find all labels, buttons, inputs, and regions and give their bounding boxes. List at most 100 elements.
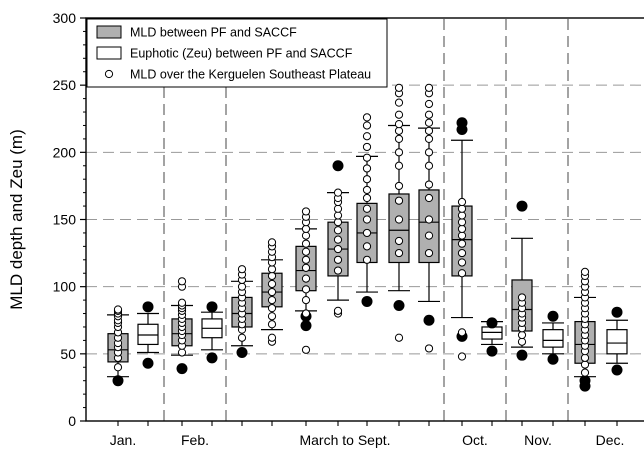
plateau-point: [394, 148, 404, 157]
plateau-point: [267, 238, 277, 247]
plateau-point: [301, 255, 311, 264]
plateau-point: [333, 218, 343, 227]
plateau-point: [333, 244, 343, 254]
plateau-point: [301, 239, 311, 248]
plateau-point: [362, 204, 372, 213]
box-mld: [418, 127, 440, 326]
plateau-point: [267, 287, 277, 297]
plateau-point: [333, 226, 343, 235]
plateau-point: [362, 132, 372, 141]
plateau-point: [394, 110, 404, 119]
y-tick-label: 50: [60, 346, 76, 362]
box-zeu: [542, 310, 564, 365]
outlier-point: [236, 346, 248, 358]
x-period-label: Jan.: [110, 432, 136, 448]
plateau-point: [394, 181, 404, 191]
outlier-point: [547, 310, 559, 322]
plateau-point: [267, 279, 277, 289]
box-zeu: [137, 301, 159, 369]
outlier-point: [423, 314, 435, 326]
plateau-point: [424, 99, 434, 109]
plateau-point: [301, 231, 311, 240]
plateau-point: [424, 134, 434, 143]
plateau-point: [424, 193, 434, 203]
plateau-point: [457, 197, 467, 207]
legend-swatch: [96, 25, 122, 39]
outlier-point: [142, 301, 154, 313]
y-axis: 0 50 100 150 200 250 300: [53, 10, 86, 429]
x-period-label: Oct.: [462, 432, 488, 448]
plateau-point: [333, 235, 343, 244]
outlier-point: [361, 295, 373, 307]
plateau-point: [267, 296, 277, 305]
outlier-point: [332, 160, 344, 172]
plateau-point: [301, 309, 311, 318]
plateau-point: [301, 345, 311, 354]
outlier-point: [176, 363, 188, 375]
y-tick-label: 300: [53, 10, 77, 26]
plateau-point: [333, 211, 343, 220]
plateau-point: [394, 83, 404, 92]
plateau-point: [424, 215, 434, 224]
plateau-point: [362, 121, 372, 130]
plateau-point: [394, 120, 404, 129]
plateau-point: [333, 255, 343, 264]
plateau-point: [580, 353, 590, 362]
y-tick-label: 250: [53, 77, 77, 93]
plateau-point: [333, 306, 343, 315]
outlier-point: [393, 299, 405, 311]
plateau-point: [362, 175, 372, 184]
plateau-point: [424, 126, 434, 135]
outlier-point: [486, 345, 498, 357]
outlier-point: [611, 306, 623, 318]
box-iqr: [481, 326, 503, 340]
plateau-point: [301, 224, 311, 234]
plateau-point: [457, 204, 467, 213]
plateau-point: [267, 304, 277, 313]
plateau-point: [457, 218, 467, 227]
plateau-point: [301, 285, 311, 294]
plateau-point: [362, 164, 372, 173]
plateau-point: [394, 248, 404, 258]
outlier-point: [516, 349, 528, 361]
x-period-label: March to Sept.: [299, 432, 390, 448]
plateau-point: [362, 185, 372, 195]
plateau-point: [424, 231, 434, 240]
plateau-point: [362, 215, 372, 224]
x-period-label: Feb.: [181, 432, 209, 448]
plateau-point: [424, 180, 434, 189]
outlier-point: [206, 352, 218, 364]
legend: MLD between PF and SACCF Euphotic (Zeu) b…: [86, 18, 388, 88]
box-iqr: [137, 323, 159, 346]
legend-marker: [104, 69, 114, 79]
box-mld: [388, 124, 410, 311]
plateau-point: [394, 236, 404, 246]
plateau-point: [424, 83, 434, 92]
plateau-point: [457, 211, 467, 220]
plateau-point: [267, 271, 277, 281]
plateau-point: [394, 98, 404, 107]
plateau-point: [457, 352, 467, 361]
plateau-point: [394, 161, 404, 170]
plateau-point: [333, 266, 343, 275]
box-zeu: [606, 306, 628, 376]
plateau-point: [267, 312, 277, 321]
legend-swatch: [96, 46, 122, 60]
plateau-point: [580, 368, 590, 377]
x-period-label: Dec.: [596, 432, 625, 448]
box-iqr: [606, 329, 628, 355]
plateau-point: [177, 348, 187, 357]
outlier-point: [300, 320, 312, 332]
plateau-point: [580, 360, 590, 369]
plateau-point: [267, 333, 277, 342]
plateau-point: [362, 142, 372, 152]
plateau-point: [424, 161, 434, 170]
plateau-point: [517, 330, 527, 340]
plateau-point: [362, 242, 372, 251]
y-axis-label: MLD depth and Zeu (m): [7, 129, 26, 309]
plateau-point: [457, 224, 467, 234]
plateau-point: [394, 333, 404, 342]
plateau-point: [301, 263, 311, 272]
box-zeu: [481, 317, 503, 357]
